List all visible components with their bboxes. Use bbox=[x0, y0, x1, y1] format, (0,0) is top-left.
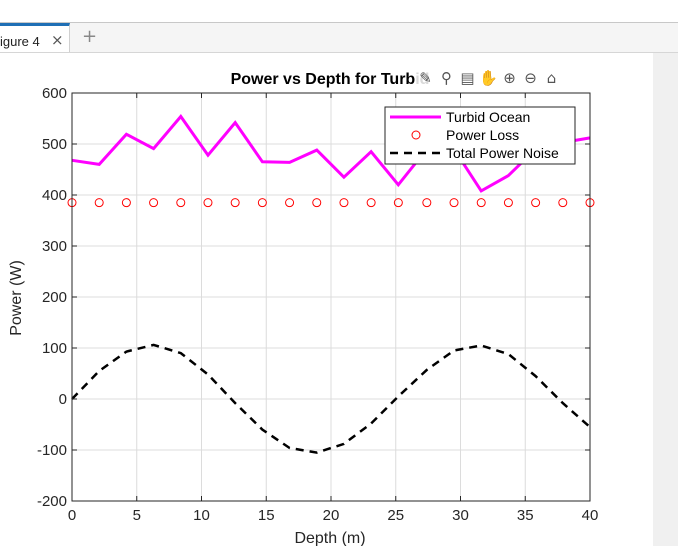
power-loss-marker bbox=[285, 198, 295, 208]
power-loss-marker bbox=[422, 198, 432, 208]
power-loss-marker bbox=[257, 198, 267, 208]
add-tab-icon[interactable]: + bbox=[82, 26, 98, 47]
legend-entry-label: Turbid Ocean bbox=[446, 109, 530, 125]
x-tick-label: 25 bbox=[387, 507, 404, 524]
x-tick-label: 0 bbox=[68, 507, 76, 524]
series-line-turbid-ocean bbox=[71, 114, 591, 193]
tab-figure[interactable]: igure 4 × bbox=[0, 23, 70, 52]
home-icon[interactable]: ⌂ bbox=[546, 69, 557, 87]
power-loss-marker bbox=[558, 198, 568, 208]
power-loss-marker bbox=[176, 198, 186, 208]
power-loss-marker bbox=[449, 198, 459, 208]
y-tick-label: 0 bbox=[59, 391, 67, 408]
y-tick-label: -100 bbox=[37, 442, 67, 459]
power-loss-marker bbox=[94, 198, 104, 208]
legend-entry-label: Total Power Noise bbox=[446, 145, 559, 161]
window-top-strip bbox=[0, 0, 678, 23]
power-loss-marker bbox=[230, 198, 240, 208]
power-loss-marker bbox=[366, 198, 376, 208]
axes-toolbar: ✎ ⚲ ▤ ✋ ⊕ ⊖ ⌂ bbox=[416, 68, 561, 88]
power-loss-marker bbox=[393, 198, 403, 208]
tick-labels: 0 5 10 15 20 25 30 35 40 -200 -100 0 100 200 300 400 500… bbox=[37, 85, 598, 524]
y-tick-label: 500 bbox=[42, 136, 67, 153]
chart-title: Power vs Depth for Turbid bbox=[231, 71, 430, 88]
y-tick-label: 300 bbox=[42, 238, 67, 255]
power-loss-marker bbox=[312, 198, 322, 208]
power-loss-marker bbox=[121, 198, 131, 208]
legend-entry-label: Power Loss bbox=[446, 127, 519, 143]
right-side-panel bbox=[653, 53, 678, 546]
series-line-total-power-noise bbox=[71, 343, 591, 454]
figure-tab-bar: igure 4 × + bbox=[0, 23, 678, 53]
y-tick-label: 400 bbox=[42, 187, 67, 204]
power-loss-marker bbox=[476, 198, 486, 208]
x-tick-label: 40 bbox=[582, 507, 599, 524]
pan-icon[interactable]: ✋ bbox=[479, 69, 498, 87]
tab-label: igure 4 bbox=[0, 34, 40, 49]
legend-swatch-marker bbox=[411, 130, 421, 140]
power-loss-marker bbox=[339, 198, 349, 208]
x-tick-label: 35 bbox=[517, 507, 534, 524]
x-axis-label: Depth (m) bbox=[294, 530, 365, 546]
power-loss-marker bbox=[531, 198, 541, 208]
zoom-in-icon[interactable]: ⊕ bbox=[503, 69, 516, 87]
close-icon[interactable]: × bbox=[51, 31, 64, 49]
brush-icon[interactable]: ✎ bbox=[419, 69, 432, 87]
data-tip-icon[interactable]: ⚲ bbox=[441, 69, 452, 87]
power-loss-marker bbox=[503, 198, 513, 208]
legend[interactable]: Turbid Ocean Power Loss Total Power Noise bbox=[384, 106, 576, 165]
x-tick-label: 15 bbox=[258, 507, 275, 524]
series-layer bbox=[67, 114, 595, 454]
power-loss-marker bbox=[203, 198, 213, 208]
x-tick-label: 5 bbox=[133, 507, 141, 524]
x-tick-label: 30 bbox=[452, 507, 469, 524]
zoom-out-icon[interactable]: ⊖ bbox=[524, 69, 537, 87]
y-tick-label: 200 bbox=[42, 289, 67, 306]
x-tick-label: 10 bbox=[193, 507, 210, 524]
y-tick-label: -200 bbox=[37, 493, 67, 510]
y-axis-label: Power (W) bbox=[8, 260, 25, 336]
axes-frame bbox=[71, 92, 591, 502]
y-tick-label: 100 bbox=[42, 340, 67, 357]
y-tick-label: 600 bbox=[42, 85, 67, 102]
x-tick-label: 20 bbox=[323, 507, 340, 524]
power-loss-marker bbox=[149, 198, 159, 208]
legend-icon[interactable]: ▤ bbox=[460, 69, 475, 87]
